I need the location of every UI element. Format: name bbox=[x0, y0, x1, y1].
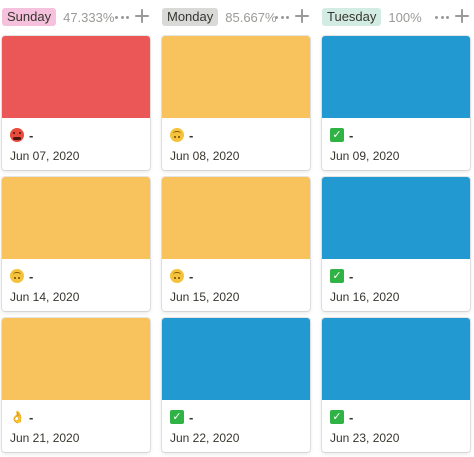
card-title-text: - bbox=[29, 268, 34, 284]
card-title-text: - bbox=[189, 409, 194, 425]
card-date: Jun 21, 2020 bbox=[10, 431, 80, 445]
card-title-text: - bbox=[189, 127, 194, 143]
card-date: Jun 07, 2020 bbox=[10, 149, 80, 163]
card-title: - bbox=[170, 267, 193, 285]
card-cover bbox=[2, 36, 150, 118]
card-title: ✓ - bbox=[330, 126, 353, 144]
add-card-icon[interactable] bbox=[455, 9, 469, 23]
card-title-text: - bbox=[349, 127, 354, 143]
card-title: ✓ - bbox=[170, 408, 193, 426]
upside-down-face-icon bbox=[10, 269, 24, 283]
more-options-icon[interactable] bbox=[435, 10, 449, 24]
column-percent: 85.667% bbox=[225, 9, 277, 25]
card-date: Jun 23, 2020 bbox=[330, 431, 400, 445]
upside-down-face-icon bbox=[170, 128, 184, 142]
card-cover bbox=[162, 318, 310, 400]
card-cover bbox=[2, 318, 150, 400]
card[interactable]: ✓ - Jun 09, 2020 bbox=[322, 36, 470, 170]
card[interactable]: ✓ - Jun 23, 2020 bbox=[322, 318, 470, 452]
card-date: Jun 09, 2020 bbox=[330, 149, 400, 163]
card-title: - bbox=[170, 126, 193, 144]
card-title-text: - bbox=[349, 268, 354, 284]
column-percent: 47.333% bbox=[63, 9, 115, 25]
check-mark-icon: ✓ bbox=[330, 410, 344, 424]
angry-face-icon bbox=[10, 128, 24, 142]
card-cover bbox=[322, 36, 470, 118]
card-title: 👌 - bbox=[10, 408, 33, 426]
card-date: Jun 15, 2020 bbox=[170, 290, 240, 304]
column-percent: 100% bbox=[388, 9, 422, 25]
card[interactable]: - Jun 14, 2020 bbox=[2, 177, 150, 311]
check-mark-icon: ✓ bbox=[330, 128, 344, 142]
card-title-text: - bbox=[349, 409, 354, 425]
card-date: Jun 16, 2020 bbox=[330, 290, 400, 304]
column-header: Monday 85.667% bbox=[162, 7, 310, 27]
card[interactable]: - Jun 07, 2020 bbox=[2, 36, 150, 170]
card-title: ✓ - bbox=[330, 408, 353, 426]
column-tag[interactable]: Monday bbox=[162, 8, 219, 26]
card-title-text: - bbox=[29, 409, 34, 425]
column-tag[interactable]: Tuesday bbox=[322, 8, 382, 26]
check-mark-icon: ✓ bbox=[330, 269, 344, 283]
upside-down-face-icon bbox=[170, 269, 184, 283]
card-cover bbox=[2, 177, 150, 259]
card-date: Jun 14, 2020 bbox=[10, 290, 80, 304]
card-cover bbox=[162, 177, 310, 259]
card[interactable]: 👌 - Jun 21, 2020 bbox=[2, 318, 150, 452]
card-title-text: - bbox=[189, 268, 194, 284]
card[interactable]: ✓ - Jun 22, 2020 bbox=[162, 318, 310, 452]
more-options-icon[interactable] bbox=[275, 10, 289, 24]
card-title: - bbox=[10, 267, 33, 285]
check-mark-icon: ✓ bbox=[170, 410, 184, 424]
card[interactable]: - Jun 08, 2020 bbox=[162, 36, 310, 170]
card-date: Jun 08, 2020 bbox=[170, 149, 240, 163]
card[interactable]: - Jun 15, 2020 bbox=[162, 177, 310, 311]
card[interactable]: ✓ - Jun 16, 2020 bbox=[322, 177, 470, 311]
card-cover bbox=[322, 177, 470, 259]
card-cover bbox=[322, 318, 470, 400]
ok-hand-icon: 👌 bbox=[10, 410, 25, 424]
card-title: ✓ - bbox=[330, 267, 353, 285]
column-tag[interactable]: Sunday bbox=[2, 8, 57, 26]
add-card-icon[interactable] bbox=[295, 9, 309, 23]
card-title-text: - bbox=[29, 127, 34, 143]
card-title: - bbox=[10, 126, 33, 144]
card-date: Jun 22, 2020 bbox=[170, 431, 240, 445]
add-card-icon[interactable] bbox=[135, 9, 149, 23]
column-header: Sunday 47.333% bbox=[2, 7, 150, 27]
card-cover bbox=[162, 36, 310, 118]
more-options-icon[interactable] bbox=[115, 10, 129, 24]
column-header: Tuesday 100% bbox=[322, 7, 470, 27]
